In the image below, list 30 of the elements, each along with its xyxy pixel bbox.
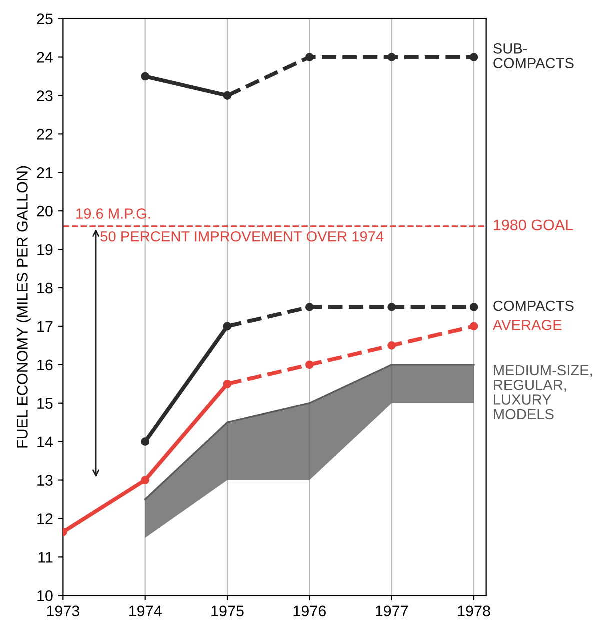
y-tick-label: 13 (38, 475, 53, 486)
y-tick-label: 21 (37, 168, 53, 178)
y-tick-label: 17 (38, 321, 53, 332)
y-tick-label: 20 (37, 206, 53, 217)
series-label: SUB- COMPACTS (494, 44, 574, 69)
y-tick-label: 14 (38, 436, 54, 448)
x-tick-label: 1978 (458, 606, 490, 617)
series-label: COMPACTS (494, 300, 574, 312)
x-tick-label: 1973 (47, 606, 80, 617)
x-tick-label: 1976 (294, 606, 326, 617)
y-tick-label: 10 (38, 590, 53, 602)
series-label: AVERAGE (492, 320, 562, 330)
y-axis-title: FUEL ECONOMY (MILES PER GALLON) (16, 166, 31, 448)
y-tick-label: 24 (37, 52, 54, 63)
x-tick-label: 1977 (376, 606, 408, 617)
y-tick-label: 19 (38, 244, 53, 256)
y-tick-label: 12 (38, 514, 53, 524)
x-tick-label: 1974 (130, 606, 162, 617)
annotation: 19.6 M.P.G. (76, 208, 150, 219)
y-tick-label: 18 (38, 282, 53, 294)
x-tick-label: 1975 (212, 606, 244, 617)
series-label: MEDIUM-SIZE, REGULAR, LUXURY MODELS (494, 365, 592, 420)
y-tick-label: 22 (37, 129, 53, 140)
y-tick-label: 15 (38, 398, 53, 410)
ref-line-label: 1980 GOAL (494, 220, 574, 231)
y-tick-label: 25 (37, 14, 53, 24)
y-tick-label: 16 (38, 360, 53, 371)
y-tick-label: 23 (37, 90, 53, 102)
annotation: 50 PERCENT IMPROVEMENT OVER 1974 (100, 231, 384, 242)
y-tick-label: 11 (38, 552, 53, 563)
